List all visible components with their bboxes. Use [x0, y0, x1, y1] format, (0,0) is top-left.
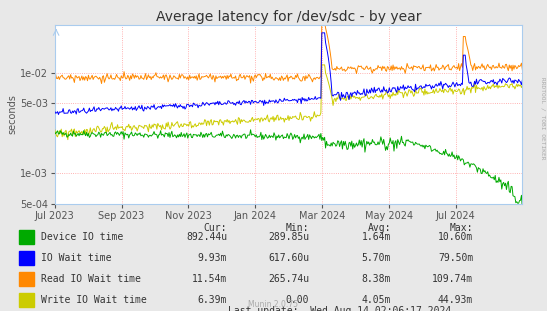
- Bar: [19, 293, 34, 307]
- Title: Average latency for /dev/sdc - by year: Average latency for /dev/sdc - by year: [156, 10, 421, 24]
- Bar: [19, 230, 34, 244]
- Text: 6.39m: 6.39m: [197, 295, 227, 305]
- Text: 265.74u: 265.74u: [268, 274, 309, 284]
- Text: 1.64m: 1.64m: [362, 232, 391, 242]
- Text: IO Wait time: IO Wait time: [41, 253, 112, 263]
- Bar: [19, 251, 34, 265]
- Text: 5.70m: 5.70m: [362, 253, 391, 263]
- Text: Max:: Max:: [450, 223, 473, 234]
- Y-axis label: seconds: seconds: [7, 94, 17, 134]
- Text: Read IO Wait time: Read IO Wait time: [41, 274, 141, 284]
- Text: 8.38m: 8.38m: [362, 274, 391, 284]
- Text: Last update:  Wed Aug 14 02:06:17 2024: Last update: Wed Aug 14 02:06:17 2024: [228, 306, 451, 311]
- Text: 44.93m: 44.93m: [438, 295, 473, 305]
- Text: 4.05m: 4.05m: [362, 295, 391, 305]
- Text: 9.93m: 9.93m: [197, 253, 227, 263]
- Text: 11.54m: 11.54m: [192, 274, 227, 284]
- Text: Device IO time: Device IO time: [41, 232, 123, 242]
- Text: 892.44u: 892.44u: [186, 232, 227, 242]
- Text: 617.60u: 617.60u: [268, 253, 309, 263]
- Text: 109.74m: 109.74m: [432, 274, 473, 284]
- Text: Cur:: Cur:: [203, 223, 227, 234]
- Bar: [19, 272, 34, 286]
- Text: 0.00: 0.00: [286, 295, 309, 305]
- Text: 79.50m: 79.50m: [438, 253, 473, 263]
- Text: Avg:: Avg:: [368, 223, 391, 234]
- Text: Munin 2.0.75: Munin 2.0.75: [248, 300, 299, 309]
- Text: 289.85u: 289.85u: [268, 232, 309, 242]
- Text: Write IO Wait time: Write IO Wait time: [41, 295, 147, 305]
- Text: RRDTOOL / TOBI OETIKER: RRDTOOL / TOBI OETIKER: [541, 77, 546, 160]
- Text: 10.60m: 10.60m: [438, 232, 473, 242]
- Text: Min:: Min:: [286, 223, 309, 234]
